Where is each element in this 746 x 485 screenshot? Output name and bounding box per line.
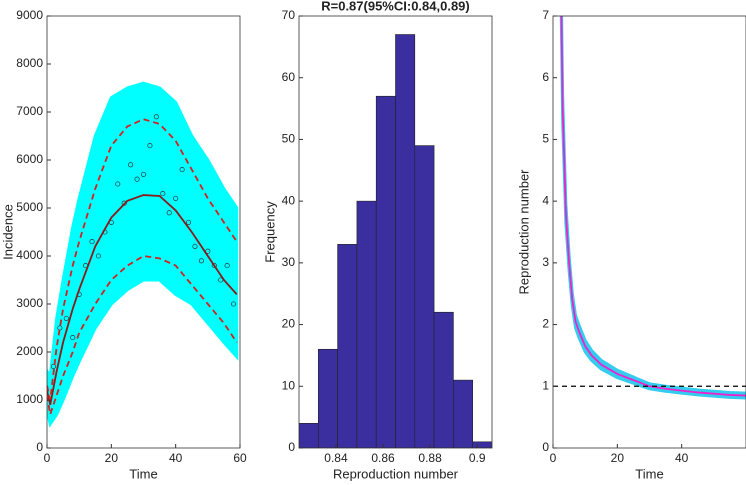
y-tick-label: 7000	[16, 104, 43, 118]
y-tick-label: 5000	[16, 200, 43, 214]
y-tick-label: 30	[282, 255, 296, 269]
y-axis-label: Frequency	[262, 201, 277, 263]
y-tick-label: 4	[542, 193, 549, 207]
bar	[433, 311, 454, 448]
band	[559, 16, 746, 400]
x-tick-label: 20	[611, 451, 625, 465]
y-tick-label: 0	[542, 440, 549, 454]
y-tick-label: 1	[542, 378, 549, 392]
data-point	[115, 181, 121, 187]
x-tick-label: 0.9	[469, 451, 486, 465]
x-tick-label: 0.86	[371, 451, 395, 465]
y-tick-label: 40	[282, 193, 296, 207]
x-tick-label: 20	[105, 451, 119, 465]
x-axis-label: Reproduction number	[333, 466, 459, 481]
data-point	[185, 219, 192, 225]
y-tick-label: 6000	[16, 152, 43, 166]
line	[560, 16, 746, 397]
x-tick-label: 60	[233, 451, 247, 465]
y-tick-label: 2000	[16, 344, 43, 358]
bar	[356, 200, 377, 448]
data-point	[95, 253, 102, 259]
data-point	[179, 167, 185, 173]
y-tick-label: 6	[542, 70, 549, 84]
y-tick-label: 9000	[16, 8, 43, 22]
y-tick-label: 50	[282, 132, 296, 146]
line	[47, 194, 238, 405]
y-tick-label: 3000	[16, 296, 43, 310]
y-tick-label: 0	[288, 440, 295, 454]
data-point	[70, 335, 76, 341]
data-point	[192, 243, 198, 249]
y-tick-label: 4000	[16, 248, 43, 262]
x-axis-label: Time	[129, 466, 157, 481]
x-tick-label: 40	[169, 451, 183, 465]
x-tick-label: 0.88	[418, 451, 442, 465]
x-tick-label: 40	[675, 451, 689, 465]
y-tick-label: 3	[542, 255, 549, 269]
data-point	[173, 195, 179, 201]
x-axis-label: Time	[635, 466, 663, 481]
data-point	[50, 363, 56, 369]
data-point	[147, 143, 153, 149]
y-tick-label: 10	[282, 378, 296, 392]
data-point	[128, 162, 134, 168]
x-tick-label: 0	[550, 451, 557, 465]
bar	[317, 348, 338, 448]
data-point	[211, 263, 217, 269]
y-tick-label: 5	[542, 132, 549, 146]
bar	[299, 423, 319, 448]
y-tick-label: 7	[542, 8, 549, 22]
bar	[337, 244, 358, 448]
data-point	[166, 210, 172, 216]
y-axis-label: Reproduction number	[516, 169, 531, 295]
data-point	[134, 176, 140, 182]
y-tick-label: 60	[282, 70, 296, 84]
y-tick-label: 70	[282, 8, 296, 22]
x-tick-label: 0.84	[324, 451, 348, 465]
bar	[395, 34, 416, 448]
bar	[414, 145, 435, 448]
data-point	[89, 239, 95, 245]
y-tick-label: 2	[542, 317, 549, 331]
axes-box	[46, 15, 241, 449]
y-tick-label: 8000	[16, 56, 43, 70]
axes-box	[552, 15, 746, 449]
y-tick-label: 20	[282, 317, 296, 331]
chart-title: R=0.87(95%CI:0.84,0.89)	[321, 0, 470, 13]
data-point	[160, 191, 166, 197]
axes-box	[298, 15, 493, 449]
data-point	[231, 301, 237, 307]
plot-area	[553, 16, 746, 400]
bar	[375, 95, 396, 448]
data-point	[140, 171, 147, 177]
y-tick-label: 1000	[16, 392, 43, 406]
data-point	[63, 315, 69, 321]
plot-area	[299, 34, 492, 448]
data-point	[224, 263, 230, 269]
y-tick-label: 0	[36, 440, 43, 454]
band	[47, 81, 239, 428]
data-point	[153, 114, 159, 120]
y-axis-label: Incidence	[0, 204, 15, 260]
bar	[472, 441, 492, 448]
data-point	[198, 258, 204, 264]
bar	[453, 379, 473, 448]
plot-area	[47, 81, 239, 428]
x-tick-label: 0	[44, 451, 51, 465]
